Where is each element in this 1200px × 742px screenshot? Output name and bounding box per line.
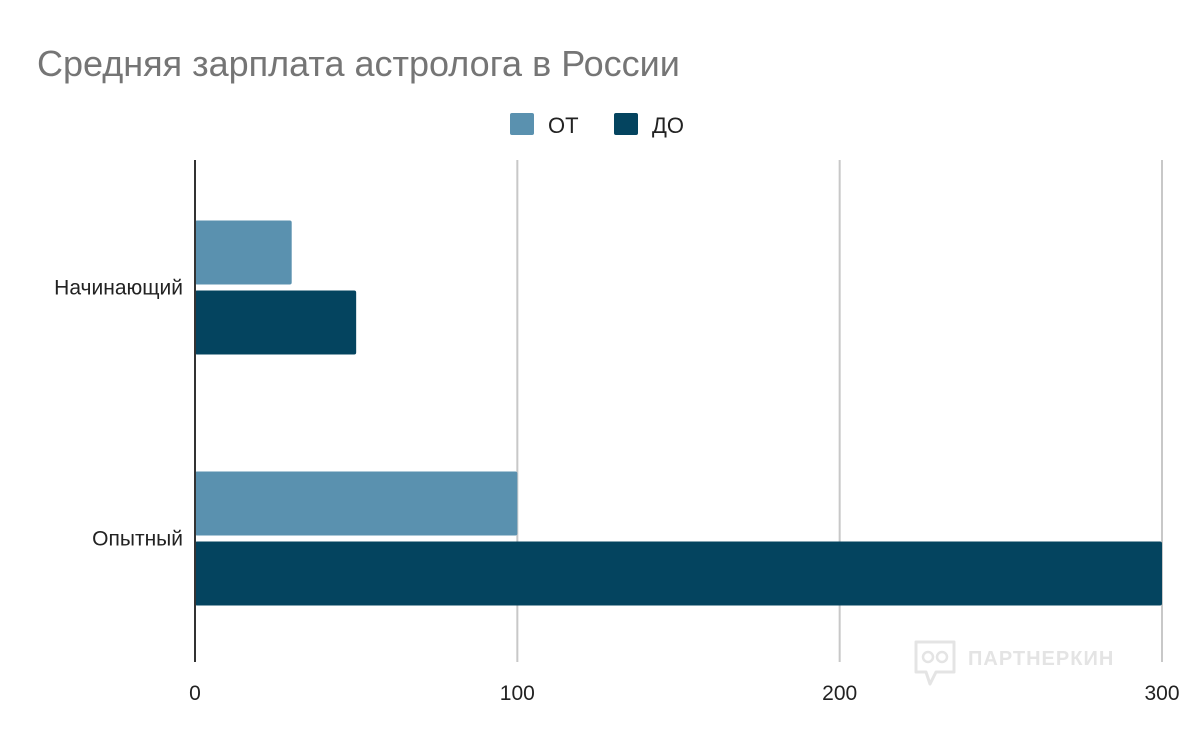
bar-2-series-1 (195, 471, 518, 536)
legend-label-ot: ОТ (548, 113, 579, 138)
bar-1-series-2 (195, 290, 357, 355)
legend-item-ot: ОТ (510, 113, 579, 138)
category-label-1: Начинающий (54, 277, 183, 300)
x-tick-label-200: 200 (822, 682, 857, 705)
legend-label-do: ДО (652, 113, 684, 138)
legend-swatch-ot (510, 113, 534, 135)
x-tick-label-0: 0 (189, 682, 201, 705)
legend-item-do: ДО (614, 113, 684, 138)
watermark-logo-icon (914, 640, 956, 686)
legend: ОТ ДО (510, 113, 684, 138)
category-label-2: Опытный (92, 528, 183, 551)
watermark-text: ПАРТНЕРКИН (968, 648, 1114, 670)
legend-swatch-do (614, 113, 638, 135)
category-labels: Начинающий Опытный (54, 277, 183, 551)
x-tick-label-300: 300 (1144, 682, 1179, 705)
x-tick-label-100: 100 (500, 682, 535, 705)
bars (195, 220, 1162, 606)
chart-title: Средняя зарплата астролога в России (37, 43, 680, 84)
watermark: ПАРТНЕРКИН (914, 640, 1114, 686)
bar-1-series-1 (195, 220, 292, 285)
x-tick-labels: 0 100 200 300 (189, 682, 1179, 705)
bar-2-series-2 (195, 541, 1162, 606)
